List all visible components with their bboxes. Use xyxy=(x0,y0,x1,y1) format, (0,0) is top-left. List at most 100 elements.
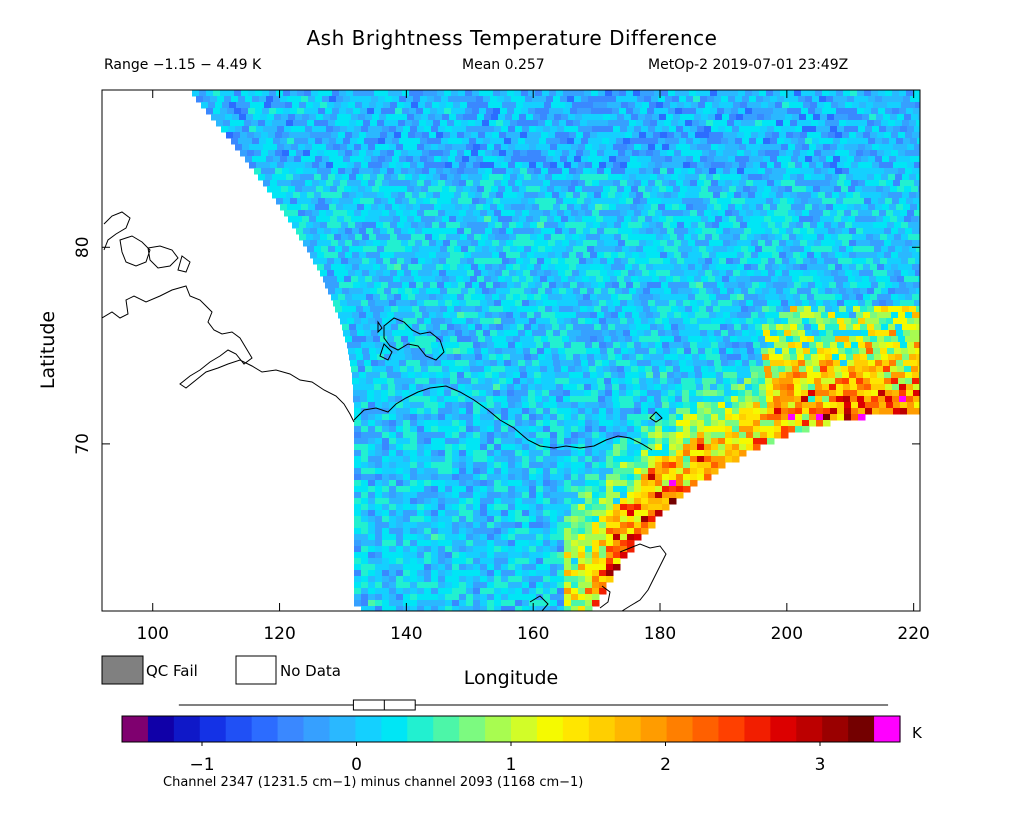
heatmap-cell xyxy=(411,102,419,109)
heatmap-cell xyxy=(419,174,427,181)
heatmap-cell xyxy=(847,360,855,367)
heatmap-cell xyxy=(393,114,401,121)
heatmap-cell xyxy=(387,240,395,247)
heatmap-cell xyxy=(802,300,810,307)
heatmap-cell xyxy=(901,348,909,355)
heatmap-cell xyxy=(671,354,679,361)
heatmap-cell xyxy=(438,162,446,169)
heatmap-cell xyxy=(591,396,599,403)
heatmap-cell xyxy=(755,306,763,313)
heatmap-cell xyxy=(655,402,663,409)
heatmap-cell xyxy=(647,396,655,403)
heatmap-cell xyxy=(709,378,717,385)
heatmap-cell xyxy=(315,96,323,103)
heatmap-cell xyxy=(445,180,453,187)
heatmap-cell xyxy=(433,324,441,331)
heatmap-cell xyxy=(389,426,397,433)
heatmap-cell xyxy=(520,132,528,139)
heatmap-cell xyxy=(341,222,349,229)
heatmap-cell xyxy=(721,360,729,367)
heatmap-cell xyxy=(758,294,766,301)
heatmap-cell xyxy=(755,174,763,181)
heatmap-cell xyxy=(693,204,701,211)
heatmap-cell xyxy=(494,408,502,415)
heatmap-cell xyxy=(445,414,453,421)
heatmap-cell xyxy=(739,162,747,169)
heatmap-cell xyxy=(915,348,920,355)
heatmap-cell xyxy=(555,294,563,301)
heatmap-cell xyxy=(802,318,810,325)
heatmap-cell xyxy=(298,162,306,169)
heatmap-cell xyxy=(366,294,374,301)
heatmap-cell xyxy=(886,318,894,325)
heatmap-cell xyxy=(875,360,883,367)
heatmap-cell xyxy=(443,336,451,343)
heatmap-cell xyxy=(478,132,486,139)
heatmap-cell xyxy=(725,180,733,187)
heatmap-cell xyxy=(769,324,777,331)
heatmap-cell xyxy=(903,96,911,103)
heatmap-cell xyxy=(650,306,658,313)
heatmap-cell xyxy=(725,300,733,307)
heatmap-cell xyxy=(622,246,630,253)
heatmap-cell xyxy=(368,408,376,415)
heatmap-cell xyxy=(430,282,438,289)
heatmap-cell xyxy=(458,282,466,289)
heatmap-cell xyxy=(267,186,275,193)
heatmap-cell xyxy=(428,114,436,121)
heatmap-cell xyxy=(340,318,348,325)
heatmap-cell xyxy=(667,228,675,235)
heatmap-cell xyxy=(350,360,358,367)
heatmap-cell xyxy=(843,198,851,205)
heatmap-cell xyxy=(620,414,628,421)
heatmap-cell xyxy=(667,312,675,319)
heatmap-cell xyxy=(471,378,479,385)
heatmap-cell xyxy=(802,144,810,151)
heatmap-cell xyxy=(291,162,299,169)
heatmap-cell xyxy=(555,168,563,175)
heatmap-cell xyxy=(483,156,491,163)
heatmap-cell xyxy=(476,96,484,103)
heatmap-cell xyxy=(758,252,766,259)
heatmap-cell xyxy=(725,126,733,133)
heatmap-cell xyxy=(608,288,616,295)
heatmap-cell xyxy=(655,144,663,151)
heatmap-cell xyxy=(914,162,920,169)
heatmap-cell xyxy=(812,96,820,103)
heatmap-cell xyxy=(604,240,612,247)
heatmap-cell xyxy=(814,264,822,271)
heatmap-cell xyxy=(808,390,816,397)
heatmap-cell xyxy=(388,198,396,205)
heatmap-cell xyxy=(585,402,593,409)
heatmap-cell xyxy=(409,390,417,397)
heatmap-cell xyxy=(874,306,882,313)
heatmap-cell xyxy=(675,198,683,205)
heatmap-cell xyxy=(796,348,804,355)
heatmap-cell xyxy=(611,150,619,157)
heatmap-cell xyxy=(828,150,836,157)
heatmap-cell xyxy=(648,414,656,421)
heatmap-cell xyxy=(477,276,485,283)
heatmap-cell xyxy=(803,348,811,355)
heatmap-cell xyxy=(366,150,374,157)
heatmap-cell xyxy=(696,390,704,397)
heatmap-cell xyxy=(277,144,285,151)
heatmap-cell xyxy=(489,174,497,181)
heatmap-cell xyxy=(532,204,540,211)
heatmap-cell xyxy=(573,306,581,313)
heatmap-cell xyxy=(768,348,776,355)
heatmap-cell xyxy=(418,234,426,241)
heatmap-cell xyxy=(304,198,312,205)
heatmap-cell xyxy=(325,108,333,115)
heatmap-cell xyxy=(359,336,367,343)
heatmap-cell xyxy=(823,162,831,169)
heatmap-cell xyxy=(585,162,593,169)
heatmap-cell xyxy=(574,156,582,163)
heatmap-cell xyxy=(548,252,556,259)
heatmap-cell xyxy=(594,354,602,361)
heatmap-cell xyxy=(554,216,562,223)
heatmap-cell xyxy=(752,198,760,205)
heatmap-cell xyxy=(825,354,833,361)
heatmap-cell xyxy=(799,114,807,121)
heatmap-cell xyxy=(772,132,780,139)
